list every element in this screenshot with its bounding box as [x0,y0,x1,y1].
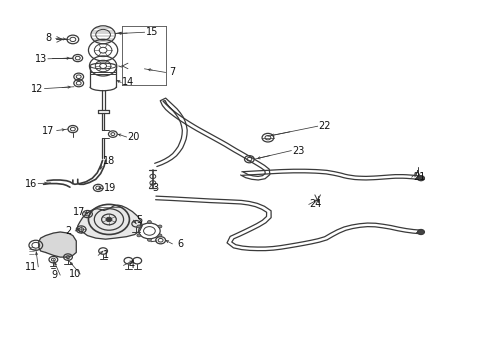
Text: 6: 6 [177,239,183,249]
Text: 24: 24 [308,199,321,210]
Circle shape [158,234,162,237]
Text: 17: 17 [72,207,85,217]
Circle shape [147,238,151,241]
Text: 23: 23 [291,145,304,156]
Text: 17: 17 [42,126,55,135]
Text: 20: 20 [127,132,139,142]
Text: 18: 18 [102,156,115,166]
Text: 3: 3 [152,183,159,193]
Text: 7: 7 [169,67,175,77]
Circle shape [137,234,141,237]
Text: 8: 8 [45,33,51,43]
Text: 4: 4 [128,260,134,270]
Text: 12: 12 [31,84,43,94]
Circle shape [417,176,424,181]
Text: 2: 2 [65,226,71,236]
Text: 21: 21 [412,172,425,182]
Circle shape [106,217,112,222]
Text: 10: 10 [68,269,81,279]
Circle shape [147,221,151,224]
Text: 22: 22 [318,121,330,131]
Text: 1: 1 [102,250,108,260]
Polygon shape [78,205,142,239]
Text: 11: 11 [25,262,37,272]
Text: 5: 5 [136,215,142,225]
Text: 15: 15 [145,27,158,37]
Text: 9: 9 [51,270,57,280]
Circle shape [137,225,141,228]
Polygon shape [39,232,76,257]
Circle shape [158,225,162,228]
Circle shape [417,229,424,234]
Text: 19: 19 [104,183,116,193]
Text: 16: 16 [25,179,37,189]
Text: 14: 14 [122,77,134,87]
Text: 13: 13 [35,54,47,64]
